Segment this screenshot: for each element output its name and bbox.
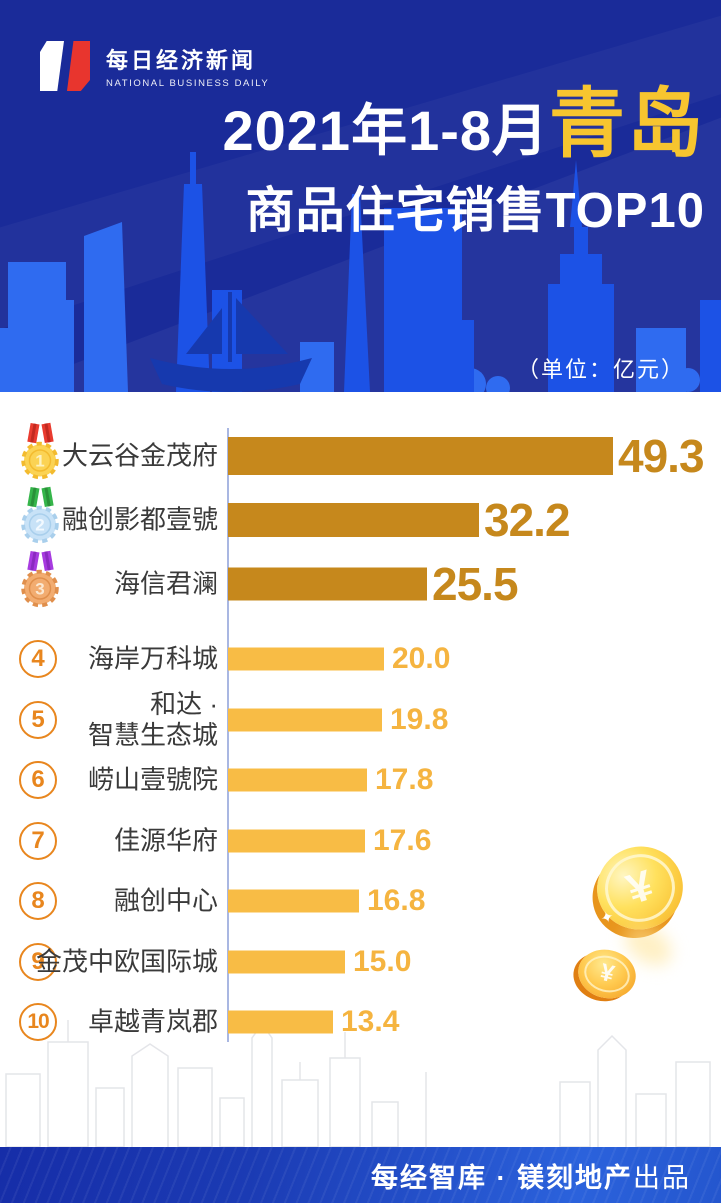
footer-bar: 每经智库 · 镁刻地产出品 — [0, 1147, 721, 1203]
footer-producer: 每经智库 · 镁刻地产 — [371, 1162, 633, 1193]
footer-credit: 每经智库 · 镁刻地产出品 — [371, 1156, 691, 1195]
watermark-skyline — [5, 1020, 711, 1147]
silver-medal-icon: 2 — [21, 486, 59, 544]
rank-number: 4 — [19, 640, 57, 678]
title-subject: 商品住宅销售TOP10 — [245, 184, 705, 238]
project-name-label: 佳源华府 — [113, 825, 218, 856]
rank-badge: 9 — [19, 943, 57, 981]
project-name-label: 和达 · 智慧生态城 — [87, 689, 218, 750]
bronze-medal-icon: 3 — [21, 550, 59, 608]
rank-badge: 8 — [19, 882, 57, 920]
gold-medal-icon: 1 — [21, 422, 59, 480]
rank-number: 9 — [19, 943, 57, 981]
project-name-label: 海信君澜 — [113, 568, 218, 599]
svg-text:2: 2 — [35, 516, 44, 535]
header-banner: 每日经济新闻 NATIONAL BUSINESS DAILY 2021年1-8月… — [0, 0, 721, 392]
sales-bar — [228, 647, 384, 671]
sales-bar — [228, 567, 427, 601]
sales-value: 19.8 — [390, 703, 449, 736]
sales-bar — [228, 768, 367, 792]
svg-text:1: 1 — [35, 452, 44, 471]
rank-badge: 7 — [19, 822, 57, 860]
sales-value: 25.5 — [432, 558, 519, 610]
sales-bar — [228, 708, 382, 732]
rank-badge: 6 — [19, 761, 57, 799]
title-period: 2021年1-8月 — [222, 99, 549, 162]
project-name-label: 金茂中欧国际城 — [35, 946, 218, 977]
footer-suffix: 出品 — [633, 1162, 691, 1193]
chart-row: 3 海信君澜 25.5 — [0, 550, 721, 618]
logo-name-cn: 每日经济新闻 — [106, 48, 257, 73]
chart-row: 2 融创影都壹號 32.2 — [0, 486, 721, 554]
rank-medal: 2 — [16, 486, 64, 554]
chart-row: 6 崂山壹號院 17.8 — [0, 746, 721, 814]
sales-value: 32.2 — [484, 494, 571, 546]
nbd-logo-icon — [40, 38, 92, 94]
rank-number: 6 — [19, 761, 57, 799]
chart-row: 1 大云谷金茂府 49.3 — [0, 422, 721, 490]
chart-row: 8 融创中心 16.8 — [0, 867, 721, 935]
rank-badge: 10 — [19, 1003, 57, 1041]
sales-value: 17.8 — [375, 763, 434, 796]
poster-title: 2021年1-8月 青岛 商品住宅销售TOP10 — [222, 86, 705, 242]
svg-text:3: 3 — [35, 580, 44, 599]
sales-bar — [228, 1010, 333, 1034]
sales-value: 16.8 — [367, 884, 426, 917]
chart-axis-line — [227, 428, 229, 1042]
project-name-label: 卓越青岚郡 — [87, 1006, 218, 1037]
project-name-label: 崂山壹號院 — [87, 764, 218, 795]
logo-name-en: NATIONAL BUSINESS DAILY — [106, 78, 270, 89]
sales-value: 20.0 — [392, 642, 451, 675]
unit-label: （单位：亿元） — [516, 357, 685, 382]
rank-medal: 1 — [16, 422, 64, 490]
project-name-label: 融创中心 — [113, 885, 218, 916]
rank-number: 7 — [19, 822, 57, 860]
sales-bar — [228, 889, 359, 913]
chart-row: 7 佳源华府 17.6 — [0, 807, 721, 875]
project-name-label: 融创影都壹號 — [61, 504, 218, 535]
chart-row: 9 金茂中欧国际城 15.0 — [0, 928, 721, 996]
rank-badge: 5 — [19, 701, 57, 739]
city-skyline-illustration — [0, 152, 721, 392]
project-name-label: 大云谷金茂府 — [61, 440, 218, 471]
sales-value: 15.0 — [353, 945, 412, 978]
sales-value: 49.3 — [618, 430, 705, 482]
sales-value: 17.6 — [373, 824, 432, 857]
sales-bar — [228, 829, 365, 853]
chart-row: 10 卓越青岚郡 13.4 — [0, 988, 721, 1056]
chart-row: 4 海岸万科城 20.0 — [0, 625, 721, 693]
rank-number: 8 — [19, 882, 57, 920]
rank-number: 5 — [19, 701, 57, 739]
rank-badge: 4 — [19, 640, 57, 678]
rank-number: 10 — [19, 1003, 57, 1041]
chart-row: 5 和达 · 智慧生态城 19.8 — [0, 686, 721, 754]
sales-bar — [228, 503, 479, 537]
sales-value: 13.4 — [341, 1005, 400, 1038]
sales-bar — [228, 437, 613, 475]
project-name-label: 海岸万科城 — [87, 643, 218, 674]
nbd-logo: 每日经济新闻 NATIONAL BUSINESS DAILY — [40, 38, 269, 94]
title-city: 青岛 — [549, 82, 705, 167]
sales-bar — [228, 950, 345, 974]
rank-medal: 3 — [16, 550, 64, 618]
